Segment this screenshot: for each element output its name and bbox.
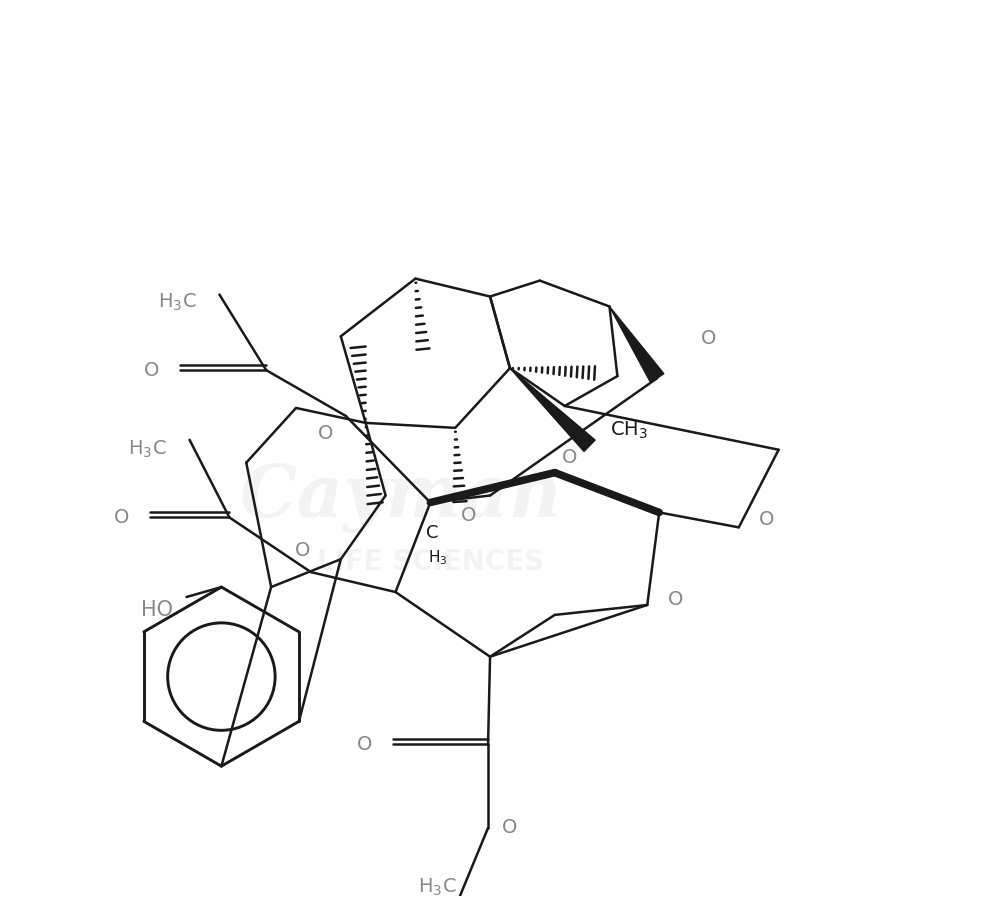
Polygon shape	[510, 368, 595, 452]
Text: O: O	[460, 506, 476, 525]
Text: O: O	[357, 734, 372, 754]
Text: H$_3$C: H$_3$C	[158, 292, 197, 313]
Text: LIFE SCIENCES: LIFE SCIENCES	[317, 548, 544, 576]
Text: H$_3$: H$_3$	[428, 548, 447, 567]
Text: H$_3$C: H$_3$C	[418, 877, 457, 898]
Text: O: O	[144, 361, 159, 380]
Text: O: O	[114, 508, 130, 526]
Text: O: O	[562, 448, 577, 467]
Text: HO: HO	[141, 600, 173, 620]
Text: O: O	[701, 328, 717, 347]
Polygon shape	[609, 307, 664, 382]
Text: CH$_3$: CH$_3$	[610, 420, 648, 442]
Text: Cayman: Cayman	[239, 462, 562, 533]
Text: H$_3$C: H$_3$C	[128, 439, 167, 461]
Text: O: O	[502, 818, 518, 837]
Text: O: O	[318, 424, 334, 444]
Text: C: C	[426, 525, 439, 543]
Text: O: O	[759, 510, 774, 529]
Text: O: O	[295, 541, 311, 560]
Text: O: O	[667, 590, 683, 609]
